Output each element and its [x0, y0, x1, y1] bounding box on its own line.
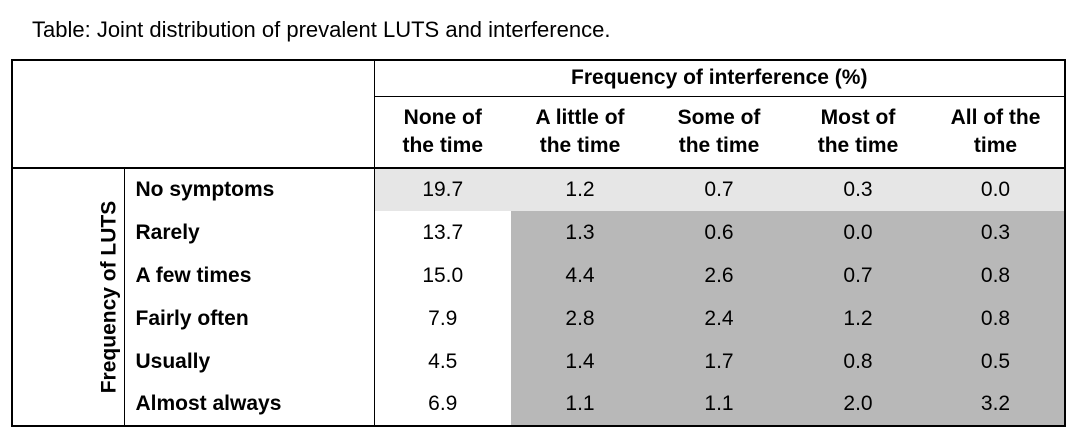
table-row: Rarely 13.7 1.3 0.6 0.0 0.3 [12, 211, 1066, 254]
table-cell: 1.2 [511, 168, 649, 211]
table-row: Frequency of LUTS No symptoms 19.7 1.2 0… [12, 168, 1066, 426]
row-label: Usually [124, 340, 375, 383]
table-cell: 0.8 [927, 297, 1066, 340]
table-cell: 2.4 [649, 297, 789, 340]
side-header-label: Frequency of LUTS [97, 200, 121, 394]
table-cell: 1.1 [511, 383, 649, 426]
table-cell: 19.7 [374, 168, 511, 211]
table-cell: 0.3 [789, 168, 927, 211]
row-label: Fairly often [124, 297, 375, 340]
table-cell: 1.1 [649, 383, 789, 426]
table-cell: 0.7 [649, 168, 789, 211]
table-cell: 1.4 [511, 340, 649, 383]
luts-interference-table: Frequency of interference (%) None of the… [11, 59, 1067, 427]
table-cell: 0.8 [789, 340, 927, 383]
table-cell: 1.3 [511, 211, 649, 254]
table-cell: 2.6 [649, 254, 789, 297]
column-header-row: None of the time A little of the time Some… [12, 96, 1066, 169]
group-header: Frequency of interference (%) [374, 60, 1066, 97]
table-cell: 4.4 [511, 254, 649, 297]
table-cell: 0.0 [927, 168, 1066, 211]
table-cell: 0.3 [927, 211, 1066, 254]
table-cell: 6.9 [374, 383, 511, 426]
table-row: Usually 4.5 1.4 1.7 0.8 0.5 [12, 340, 1066, 383]
table-row: A few times 15.0 4.4 2.6 0.7 0.8 [12, 254, 1066, 297]
table-row: Almost always 6.9 1.1 1.1 2.0 3.2 [12, 383, 1066, 426]
table-cell: 15.0 [374, 254, 511, 297]
column-header: Most of the time [789, 96, 927, 169]
table-cell: 0.6 [649, 211, 789, 254]
table-cell: 1.2 [789, 297, 927, 340]
row-label: A few times [124, 254, 375, 297]
row-label: Rarely [124, 211, 375, 254]
column-header: A little of the time [511, 96, 649, 169]
table-cell: 1.7 [649, 340, 789, 383]
table-cell: 7.9 [374, 297, 511, 340]
table-caption: Table: Joint distribution of prevalent L… [32, 17, 611, 42]
column-header: Some of the time [649, 96, 789, 169]
table-cell: 0.5 [927, 340, 1066, 383]
table-row: Fairly often 7.9 2.8 2.4 1.2 0.8 [12, 297, 1066, 340]
table-cell: 0.8 [927, 254, 1066, 297]
column-header: None of the time [373, 96, 511, 169]
column-header: All of the time [927, 96, 1066, 169]
table-corner [12, 60, 375, 169]
table-cell: 2.0 [789, 383, 927, 426]
row-label: No symptoms [124, 168, 375, 211]
side-header: Frequency of LUTS [12, 168, 125, 426]
table-cell: 2.8 [511, 297, 649, 340]
table-cell: 0.0 [789, 211, 927, 254]
table-cell: 0.7 [789, 254, 927, 297]
table-cell: 4.5 [374, 340, 511, 383]
row-label: Almost always [124, 383, 375, 426]
table-cell: 3.2 [927, 383, 1066, 426]
table-cell: 13.7 [374, 211, 511, 254]
